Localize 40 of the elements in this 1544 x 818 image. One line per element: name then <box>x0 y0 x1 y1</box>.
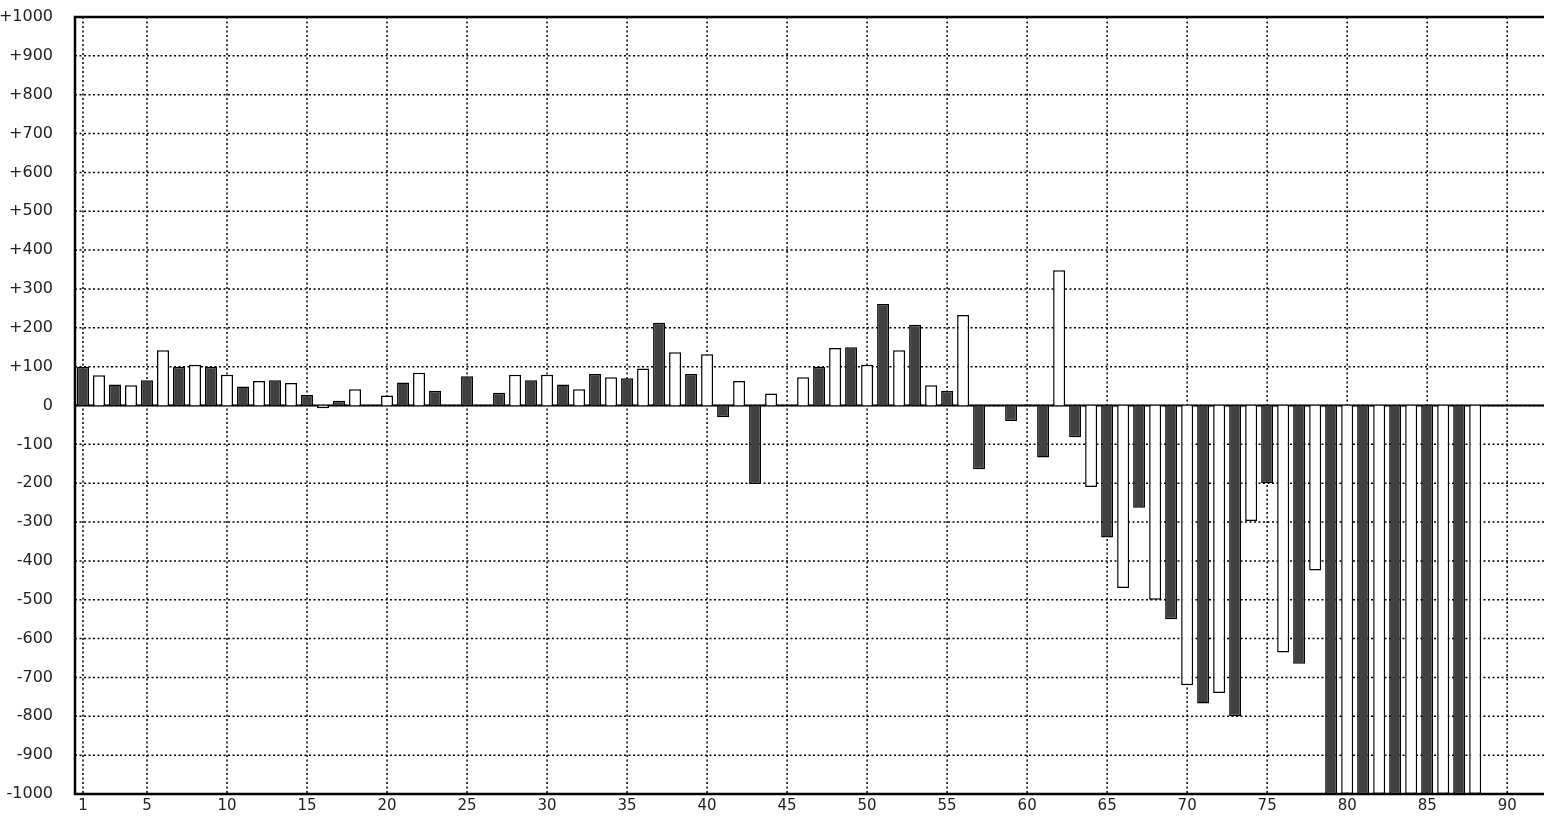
y-tick-label: -200 <box>16 472 53 492</box>
x-tick-label: 15 <box>297 795 317 814</box>
x-tick-label: 80 <box>1337 795 1357 814</box>
x-tick-label: 60 <box>1017 795 1037 814</box>
x-tick-label: 40 <box>697 795 717 814</box>
x-tick-label: 50 <box>857 795 877 814</box>
y-tick-label: +500 <box>9 200 53 220</box>
y-tick-label: -700 <box>16 666 53 686</box>
y-tick-label: +100 <box>9 355 53 375</box>
y-tick-label: -900 <box>16 744 53 764</box>
x-tick-label: 55 <box>937 795 957 814</box>
y-tick-label: -400 <box>16 550 53 570</box>
y-tick-label: -500 <box>16 588 53 608</box>
y-tick-label: -1000 <box>6 783 53 803</box>
x-tick-label: 25 <box>457 795 477 814</box>
x-tick-label: 45 <box>777 795 797 814</box>
y-tick-label: +900 <box>9 45 53 65</box>
x-tick-label: 70 <box>1177 795 1197 814</box>
y-tick-label: +1000 <box>0 6 53 26</box>
x-tick-label: 90 <box>1497 795 1517 814</box>
y-tick-label: -600 <box>16 627 53 647</box>
x-tick-label: 75 <box>1257 795 1277 814</box>
x-tick-label: 30 <box>537 795 557 814</box>
y-tick-label: +300 <box>9 278 53 298</box>
x-tick-label: 35 <box>617 795 637 814</box>
y-tick-label: 0 <box>42 394 53 414</box>
y-tick-label: -300 <box>16 511 53 531</box>
y-tick-label: +400 <box>9 239 53 259</box>
x-tick-label: 20 <box>377 795 397 814</box>
y-tick-label: -100 <box>16 433 53 453</box>
y-tick-label: +700 <box>9 122 53 142</box>
x-tick-label: 85 <box>1417 795 1437 814</box>
y-tick-label: +600 <box>9 161 53 181</box>
y-tick-label: +800 <box>9 83 53 103</box>
y-tick-label: +200 <box>9 316 53 336</box>
y-tick-label: -800 <box>16 705 53 725</box>
x-tick-label: 1 <box>78 795 88 814</box>
x-tick-label: 10 <box>217 795 237 814</box>
x-tick-label: 65 <box>1097 795 1117 814</box>
x-tick-label: 5 <box>142 795 152 814</box>
